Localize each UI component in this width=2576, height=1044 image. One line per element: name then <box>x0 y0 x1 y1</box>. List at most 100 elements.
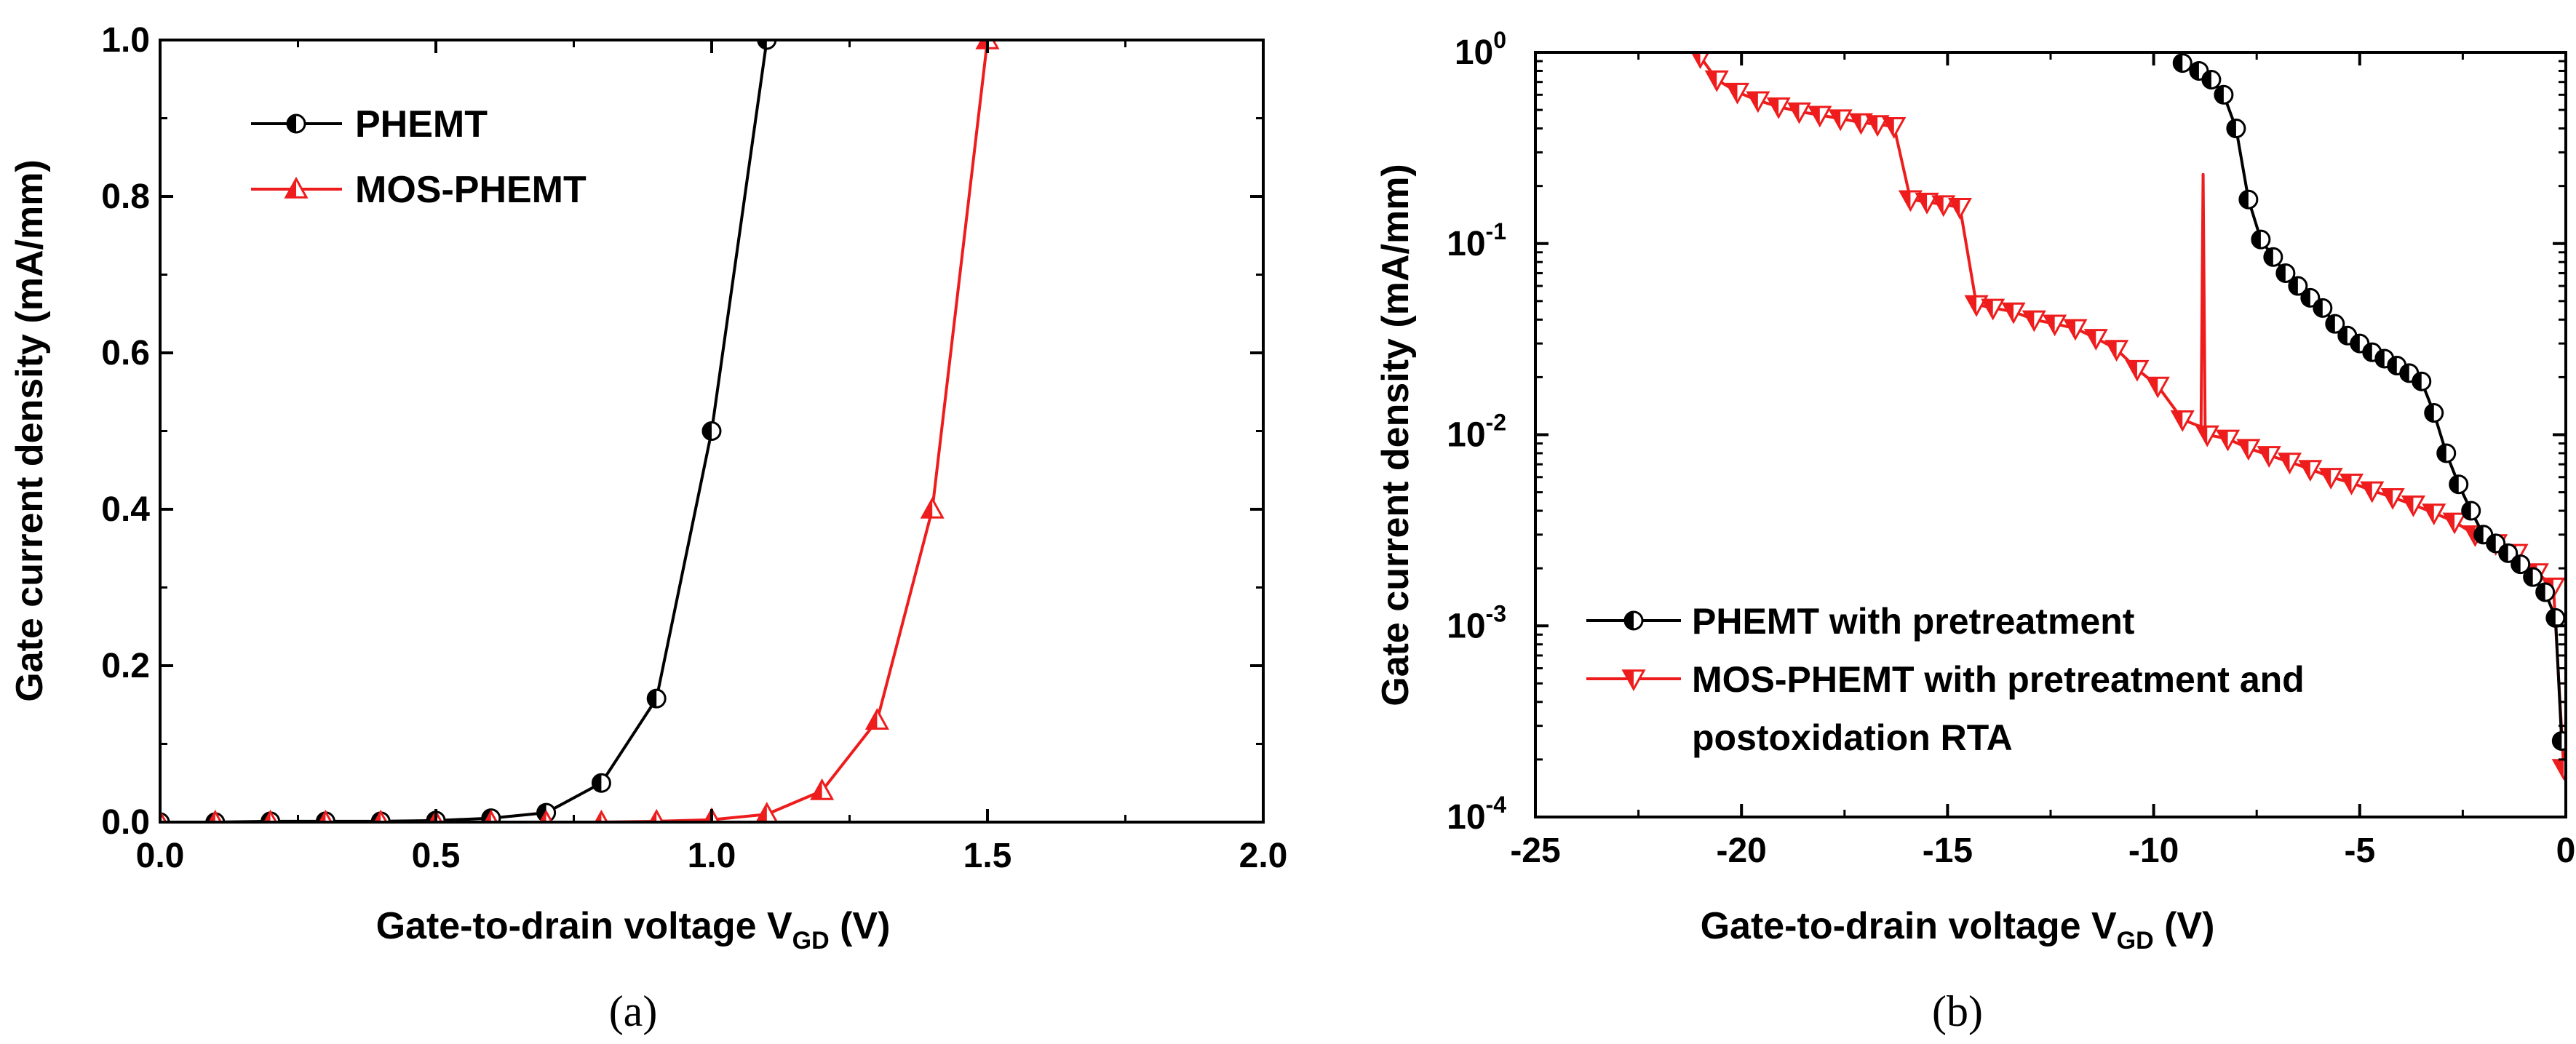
panel-b-series-0-point <box>2288 276 2308 296</box>
panel-b-series-0-point <box>2251 229 2271 250</box>
panel-b-ticks: -25 -20 -15 -10 -5 0 10-4 10-3 10-2 10-1 100 <box>1447 27 2575 870</box>
panel-b-series-1-point <box>2063 319 2088 341</box>
panel-b-x-tick-label: -5 <box>2344 832 2375 870</box>
panel-b-series-1-point <box>1964 295 1989 317</box>
panel-a-legend-marker-0 <box>286 113 306 134</box>
panel-b-series-0-point <box>2523 567 2543 587</box>
panel-b-series-line-0 <box>2182 61 2564 741</box>
panel-b-series-1-point <box>1981 298 2005 321</box>
panel-b-series-0-point <box>2275 263 2296 283</box>
panel-b-series-0-point <box>2412 371 2432 391</box>
panel-b-series-1-point <box>1882 117 1907 139</box>
panel-b-series-1-point <box>1766 97 1791 119</box>
panel-b-series-0-point <box>2313 298 2333 318</box>
panel-a-y-tick-label: 0.2 <box>101 647 150 685</box>
panel-b-series-0-point <box>2424 403 2444 423</box>
panel-b-series-0-point <box>2226 119 2246 139</box>
panel-b-legend-label-1: MOS-PHEMT with pretreatment and <box>1692 659 2305 700</box>
panel-a-x-tick-label: 2.0 <box>1239 837 1288 875</box>
panel-b-series-1-point <box>1690 51 1711 69</box>
panel-b-x-tick-label: 0 <box>2556 832 2576 870</box>
panel-b-series-0-point <box>2551 730 2567 751</box>
panel-b-series-0-point <box>2461 501 2481 521</box>
panel-b-y-tick-label: 100 <box>1455 27 1506 72</box>
panel-b-series-1-point <box>2298 460 2323 482</box>
panel-b-series <box>1690 51 2567 781</box>
panel-a-y-tick-label: 0.0 <box>101 803 150 842</box>
panel-a-y-tick-label: 1.0 <box>101 21 150 60</box>
panel-a-legend-marker-1 <box>284 176 309 199</box>
panel-a-y-tick-label: 0.6 <box>101 334 150 372</box>
panel-b-y-tick-label: 10-3 <box>1447 600 1506 645</box>
panel-b-legend: PHEMT with pretreatment MOS-PHEMT with pr… <box>1586 601 2305 758</box>
panel-a-series <box>159 39 1000 824</box>
panel-a-series-line-1 <box>160 39 989 824</box>
panel-a-series-1-point <box>864 708 889 730</box>
panel-b-series-1-point <box>2170 410 2195 432</box>
panel-b-series-0-point <box>2545 607 2566 628</box>
panel-b-caption: (b) <box>1932 987 1983 1035</box>
panel-a-series-1-point <box>648 808 665 824</box>
panel-b-series-1-point <box>2422 503 2446 526</box>
panel-b-series-0-point <box>2172 53 2193 73</box>
panel-b-series-0-point <box>2449 474 2469 495</box>
panel-b-x-tick-label: -25 <box>1510 832 1560 870</box>
panel-b-x-axis-label: Gate-to-drain voltage VGD (V) <box>1701 905 2215 955</box>
panel-a-series-0-point <box>591 773 611 793</box>
panel-b-series-1-point <box>2339 473 2364 495</box>
panel-b-series-1-point <box>2551 759 2567 781</box>
panel-b-series-1-point <box>1898 190 1923 212</box>
panel-a-x-axis-label: Gate-to-drain voltage VGD (V) <box>376 905 891 955</box>
panel-a-ticks: 0.0 0.5 1.0 1.5 2.0 0.0 0.2 0.4 0.6 0.8 1.0 <box>101 21 1287 875</box>
panel-a-x-tick-label: 1.0 <box>688 837 736 875</box>
panel-b-series-0-point <box>2535 582 2556 602</box>
panel-a-y-axis-label: Gate current density (mA/mm) <box>9 159 51 702</box>
panel-b-y-axis-label: Gate current density (mA/mm) <box>1375 164 1417 706</box>
panel-a-x-tick-label: 1.5 <box>963 837 1012 875</box>
panel-b-y-tick-label: 10-4 <box>1447 792 1506 837</box>
panel-b-series-1-point <box>1828 109 1853 132</box>
panel-a: 0.0 0.5 1.0 1.5 2.0 0.0 0.2 0.4 0.6 0.8 1.0 PHEMT M… <box>9 21 1287 1035</box>
panel-b-series-0-point <box>2300 287 2321 308</box>
panel-b-series-1-point <box>2236 439 2261 461</box>
panel-b-series-1-point <box>2083 329 2108 351</box>
panel-a-series-0-point <box>646 688 667 709</box>
panel-b-series-1-point <box>1931 195 1956 218</box>
panel-b-y-tick-label: 10-2 <box>1447 410 1506 455</box>
panel-b-series-0-point <box>2436 443 2457 463</box>
panel-b-frame <box>1534 51 2567 818</box>
panel-b-series-1-point <box>2442 512 2467 535</box>
panel-b-series-1-point <box>2001 302 2026 324</box>
panel-b-series-1-point <box>2257 446 2281 468</box>
panel-a-legend-label-1: MOS-PHEMT <box>355 169 587 211</box>
panel-b-series-1-point <box>1808 105 1832 128</box>
panel-b-legend-marker-1 <box>1621 669 1646 692</box>
panel-a-legend: PHEMT MOS-PHEMT <box>251 103 587 211</box>
panel-b-series-1-point <box>2318 468 2343 490</box>
panel-b-series-0-point <box>2238 189 2259 210</box>
panel-b-legend-label-1-line2: postoxidation RTA <box>1692 717 2013 758</box>
panel-b-series-1-point <box>2145 376 2170 399</box>
panel-b-series-1-point <box>2022 310 2046 332</box>
panel-b-series-0-point <box>2511 554 2531 575</box>
panel-b-series-1-point <box>1786 102 1812 124</box>
panel-b-y-tick-label: 10-1 <box>1447 218 1506 263</box>
panel-b-series-1-point <box>1865 115 1890 138</box>
panel-b-series-0-point <box>2325 314 2345 334</box>
panel-b-series-1-point <box>2401 495 2425 517</box>
panel-b-series-1-point <box>1915 192 1939 215</box>
panel-a-legend-label-0: PHEMT <box>355 103 488 146</box>
panel-a-series-1-point <box>920 496 945 519</box>
panel-b-series-0-point <box>2201 69 2222 89</box>
panel-a-x-tick-label: 0.5 <box>412 837 461 875</box>
panel-a-y-tick-label: 0.4 <box>101 490 150 529</box>
panel-b-series-1-point <box>1848 113 1874 135</box>
panel-a-caption: (a) <box>609 987 658 1035</box>
panel-b-x-tick-label: -10 <box>2128 832 2179 870</box>
panel-b-series-1-point <box>1947 198 1972 220</box>
panel-b-series-0-point <box>2263 247 2283 267</box>
panel-b-series-1-point <box>1704 70 1729 92</box>
panel-b-series-1-point <box>2216 429 2241 452</box>
panel-a-series-line-0 <box>160 39 768 824</box>
